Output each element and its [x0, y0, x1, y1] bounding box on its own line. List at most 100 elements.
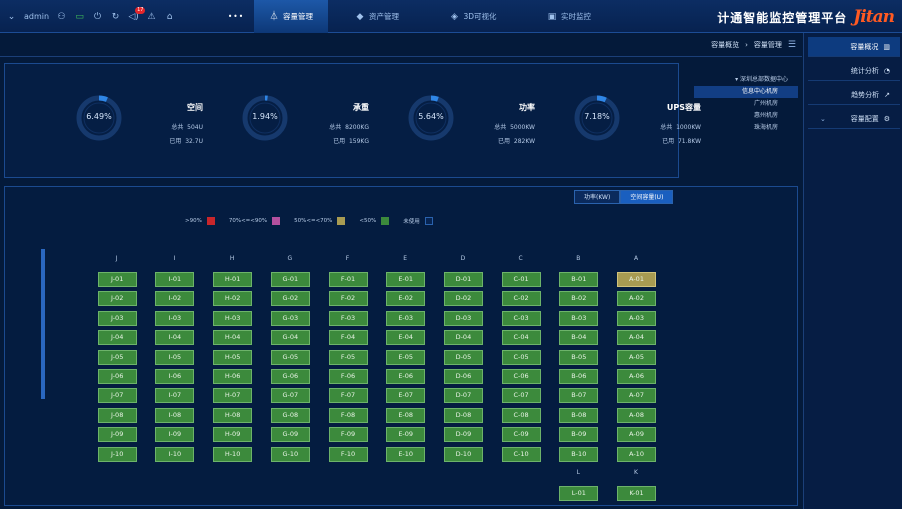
rack-cell[interactable]: L-01 [559, 486, 599, 501]
rack-cell[interactable]: H-04 [213, 330, 253, 346]
rack-cell[interactable]: A-03 [617, 310, 656, 326]
rack-cell[interactable]: B-09 [559, 427, 599, 443]
rack-cell[interactable]: B-07 [559, 388, 599, 404]
rack-cell[interactable]: G-02 [270, 291, 310, 307]
rack-cell[interactable]: J-08 [97, 407, 137, 423]
menu-item-statistics[interactable]: 统计分析 ◔ [808, 61, 900, 81]
rack-cell[interactable]: D-10 [443, 446, 483, 462]
rack-cell[interactable]: C-05 [501, 349, 541, 365]
rack-cell[interactable]: B-04 [559, 330, 599, 346]
rack-cell[interactable]: I-09 [155, 427, 195, 443]
rack-cell[interactable]: J-09 [97, 427, 137, 443]
rack-cell[interactable]: C-02 [501, 291, 541, 307]
rack-cell[interactable]: H-06 [213, 369, 253, 384]
rack-cell[interactable]: C-08 [501, 407, 541, 423]
home-icon[interactable]: ⌂ [166, 11, 173, 22]
rack-cell[interactable]: H-08 [213, 407, 253, 423]
rack-cell[interactable]: D-03 [443, 310, 483, 326]
rack-cell[interactable]: H-09 [213, 427, 253, 443]
rack-cell[interactable]: F-03 [328, 310, 368, 326]
rack-cell[interactable]: C-03 [501, 310, 541, 326]
rack-cell[interactable]: J-10 [97, 446, 137, 462]
rack-cell[interactable]: A-06 [617, 369, 656, 384]
rack-cell[interactable]: C-06 [501, 369, 541, 384]
rack-cell[interactable]: I-06 [155, 369, 195, 384]
rack-cell[interactable]: B-02 [559, 291, 599, 307]
nav-realtime-monitor[interactable]: ▣ 实时监控 [547, 11, 591, 22]
rack-cell[interactable]: I-03 [155, 310, 195, 326]
rack-cell[interactable]: F-04 [328, 330, 368, 346]
username[interactable]: admin [24, 12, 50, 21]
rack-cell[interactable]: J-07 [97, 388, 137, 404]
rack-cell[interactable]: E-07 [386, 388, 426, 404]
tree-node[interactable]: 惠州机房 [753, 112, 778, 119]
rack-cell[interactable]: G-07 [270, 388, 310, 404]
rack-cell[interactable]: K-01 [617, 486, 656, 501]
rack-cell[interactable]: B-08 [559, 407, 599, 423]
nav-asset-management[interactable]: ◆ 资产管理 [356, 11, 399, 22]
rack-cell[interactable]: E-08 [386, 407, 426, 423]
tab-power[interactable]: 功率(KW) [574, 190, 621, 204]
rack-cell[interactable]: C-04 [501, 330, 541, 346]
rack-cell[interactable]: D-02 [443, 291, 483, 307]
rack-cell[interactable]: G-09 [270, 427, 310, 443]
rack-cell[interactable]: H-05 [213, 349, 253, 365]
menu-item-trend[interactable]: 趋势分析 ↗ [808, 85, 900, 105]
rack-cell[interactable]: D-08 [443, 407, 483, 423]
rack-cell[interactable]: F-01 [328, 272, 368, 287]
nav-3d-visualization[interactable]: ◈ 3D可视化 [451, 11, 497, 22]
rack-cell[interactable]: J-05 [97, 349, 137, 365]
rack-cell[interactable]: G-10 [270, 446, 310, 462]
rack-cell[interactable]: I-08 [155, 407, 195, 423]
rack-cell[interactable]: E-05 [386, 349, 426, 365]
rack-cell[interactable]: J-02 [97, 291, 137, 307]
rack-cell[interactable]: I-01 [155, 272, 195, 287]
rack-cell[interactable]: F-06 [328, 369, 368, 384]
menu-item-capacity-config[interactable]: ⌄ 容量配置 ⚙ [808, 109, 900, 129]
rack-cell[interactable]: D-07 [443, 388, 483, 404]
rack-cell[interactable]: D-01 [443, 272, 483, 287]
rack-cell[interactable]: C-09 [501, 427, 541, 443]
rack-cell[interactable]: F-05 [328, 349, 368, 365]
rack-cell[interactable]: F-08 [328, 407, 368, 423]
scrollbar[interactable] [41, 249, 45, 399]
rack-cell[interactable]: I-04 [155, 330, 195, 346]
power-icon[interactable]: ⏻ [94, 11, 102, 22]
rack-cell[interactable]: H-10 [213, 446, 253, 462]
rack-cell[interactable]: F-10 [328, 446, 368, 462]
rack-cell[interactable]: E-04 [386, 330, 426, 346]
rack-cell[interactable]: E-02 [386, 291, 426, 307]
rack-cell[interactable]: G-01 [270, 272, 310, 287]
rack-cell[interactable]: A-01 [617, 272, 656, 287]
user-icon[interactable]: ⚇ [57, 11, 66, 22]
rack-cell[interactable]: B-03 [559, 310, 599, 326]
tree-node[interactable]: ▾ 深圳总部数据中心 [735, 76, 788, 83]
screen-icon[interactable]: ▭ [75, 11, 84, 22]
tab-space-capacity[interactable]: 空间容量(U) [620, 190, 674, 204]
rack-cell[interactable]: E-03 [386, 310, 426, 326]
rack-cell[interactable]: A-09 [617, 427, 656, 443]
rack-cell[interactable]: H-07 [213, 388, 253, 404]
chevron-down-icon[interactable]: ⌄ [7, 11, 16, 22]
tree-node[interactable]: 珠海机房 [753, 124, 778, 131]
rack-cell[interactable]: B-06 [559, 369, 599, 384]
rack-cell[interactable]: F-07 [328, 388, 368, 404]
rack-cell[interactable]: G-06 [270, 369, 310, 384]
rack-cell[interactable]: H-03 [213, 310, 253, 326]
menu-toggle-icon[interactable]: ☰ [787, 40, 796, 50]
rack-cell[interactable]: A-07 [617, 388, 656, 404]
rack-cell[interactable]: C-10 [501, 446, 541, 462]
rack-cell[interactable]: D-09 [443, 427, 483, 443]
rack-cell[interactable]: G-05 [270, 349, 310, 365]
rack-cell[interactable]: G-08 [270, 407, 310, 423]
rack-cell[interactable]: I-07 [155, 388, 195, 404]
rack-cell[interactable]: E-06 [386, 369, 426, 384]
rack-cell[interactable]: J-06 [97, 369, 137, 384]
rack-cell[interactable]: G-03 [270, 310, 310, 326]
rack-cell[interactable]: D-04 [443, 330, 483, 346]
rack-cell[interactable]: F-02 [328, 291, 368, 307]
rack-cell[interactable]: E-01 [386, 272, 426, 287]
rack-cell[interactable]: H-01 [213, 272, 253, 287]
rack-cell[interactable]: I-10 [155, 446, 195, 462]
rack-cell[interactable]: A-05 [617, 349, 656, 365]
